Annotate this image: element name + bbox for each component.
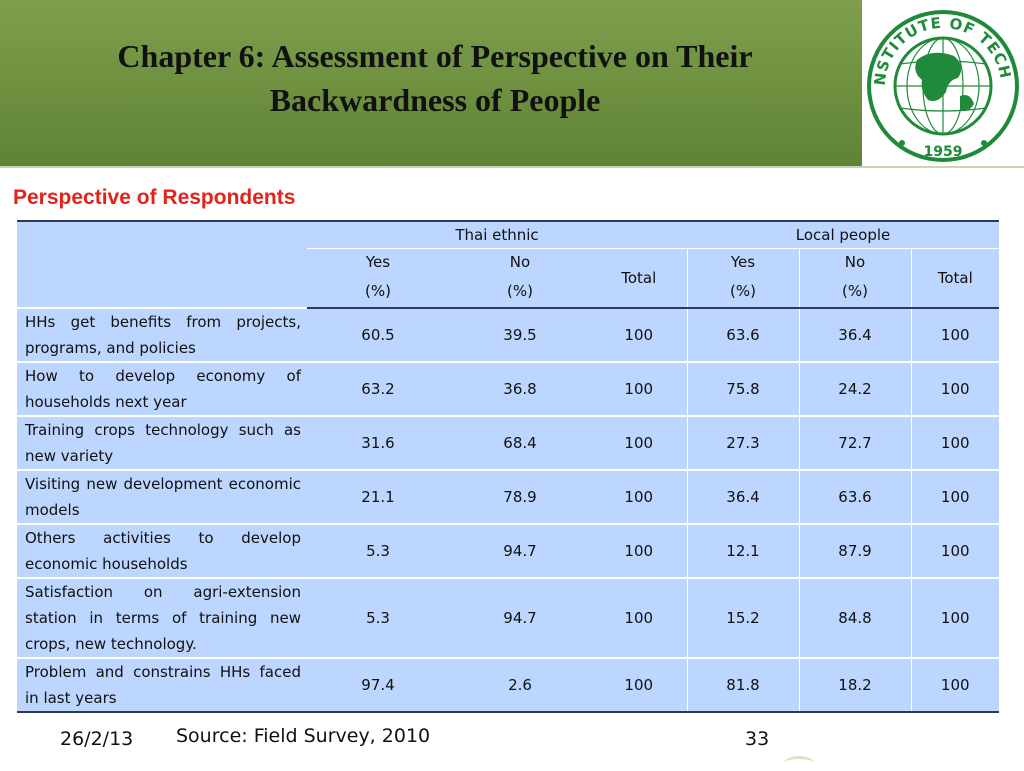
cell-thai-yes: 63.2 (307, 361, 449, 416)
table-row: Training crops technology such as new va… (17, 415, 999, 470)
cell-thai-yes: 5.3 (307, 577, 449, 658)
table-row: How to develop economy of households nex… (17, 361, 999, 416)
col-header-thai-yes: Yes (307, 248, 449, 275)
cell-thai-no: 36.8 (449, 361, 591, 416)
row-label: Others activities to develop economic ho… (17, 523, 307, 578)
cell-local-total: 100 (910, 415, 999, 470)
cell-thai-total: 100 (591, 307, 687, 362)
col-unit-thai-no: (%) (449, 275, 591, 309)
cell-local-no: 84.8 (798, 577, 911, 658)
cell-local-no: 63.6 (798, 469, 911, 524)
row-label: How to develop economy of households nex… (17, 361, 307, 416)
col-unit-thai-yes: (%) (307, 275, 449, 309)
slide-title-line1: Chapter 6: Assessment of Perspective on … (117, 38, 753, 74)
footer-source: Source: Field Survey, 2010 (176, 725, 431, 747)
cell-thai-yes: 5.3 (307, 523, 449, 578)
table-row: Problem and constrains HHs faced in last… (17, 657, 999, 713)
row-label: Satisfaction on agri-extension station i… (17, 577, 307, 658)
col-unit-local-yes: (%) (686, 275, 799, 309)
col-header-local-no: No (798, 248, 911, 275)
cell-thai-yes: 21.1 (307, 469, 449, 524)
cell-local-yes: 12.1 (686, 523, 799, 578)
row-label: Training crops technology such as new va… (17, 415, 307, 470)
decorative-swoosh (784, 756, 814, 771)
cell-thai-no: 68.4 (449, 415, 591, 470)
col-header-local-yes: Yes (686, 248, 799, 275)
col-header-thai-total: Total (591, 248, 687, 309)
cell-local-yes: 36.4 (686, 469, 799, 524)
perspective-table: Thai ethnic Local people Yes No Total Ye… (17, 220, 999, 713)
cell-local-total: 100 (910, 307, 999, 362)
cell-thai-total: 100 (591, 361, 687, 416)
group-header-local: Local people (687, 220, 999, 249)
slide-title: Chapter 6: Assessment of Perspective on … (20, 34, 850, 122)
cell-local-no: 24.2 (798, 361, 911, 416)
section-subtitle: Perspective of Respondents (13, 186, 296, 209)
cell-local-total: 100 (910, 657, 999, 713)
cell-thai-no: 94.7 (449, 523, 591, 578)
cell-thai-no: 78.9 (449, 469, 591, 524)
table-row: HHs get benefits from projects, programs… (17, 307, 999, 362)
cell-thai-yes: 31.6 (307, 415, 449, 470)
cell-local-yes: 27.3 (686, 415, 799, 470)
cell-local-yes: 63.6 (686, 307, 799, 362)
cell-thai-total: 100 (591, 577, 687, 658)
cell-local-total: 100 (910, 577, 999, 658)
cell-local-no: 87.9 (798, 523, 911, 578)
cell-local-no: 72.7 (798, 415, 911, 470)
table-corner-cell (17, 220, 307, 308)
table-row: Satisfaction on agri-extension station i… (17, 577, 999, 658)
logo-year: 1959 (924, 144, 963, 160)
cell-thai-total: 100 (591, 657, 687, 713)
cell-thai-total: 100 (591, 523, 687, 578)
cell-thai-no: 39.5 (449, 307, 591, 362)
cell-local-total: 100 (910, 523, 999, 578)
row-label: Visiting new development economic models (17, 469, 307, 524)
institute-logo: ASIAN INSTITUTE OF TECHNOLOGY 1959 (855, 0, 1024, 166)
row-label: Problem and constrains HHs faced in last… (17, 657, 307, 713)
table-row: Others activities to develop economic ho… (17, 523, 999, 578)
cell-local-yes: 81.8 (686, 657, 799, 713)
row-label: HHs get benefits from projects, programs… (17, 307, 307, 362)
page-number: 33 (745, 728, 770, 750)
cell-thai-no: 2.6 (449, 657, 591, 713)
footer-date: 26/2/13 (60, 728, 134, 750)
ait-seal-icon: ASIAN INSTITUTE OF TECHNOLOGY 1959 (855, 0, 1019, 162)
cell-thai-yes: 60.5 (307, 307, 449, 362)
cell-thai-no: 94.7 (449, 577, 591, 658)
col-header-local-total: Total (910, 248, 999, 309)
table-row: Visiting new development economic models… (17, 469, 999, 524)
cell-local-no: 18.2 (798, 657, 911, 713)
cell-local-no: 36.4 (798, 307, 911, 362)
cell-local-total: 100 (910, 469, 999, 524)
cell-thai-total: 100 (591, 415, 687, 470)
slide-header: Chapter 6: Assessment of Perspective on … (0, 0, 862, 166)
cell-local-total: 100 (910, 361, 999, 416)
col-unit-local-no: (%) (798, 275, 911, 309)
cell-thai-yes: 97.4 (307, 657, 449, 713)
cell-local-yes: 15.2 (686, 577, 799, 658)
cell-local-yes: 75.8 (686, 361, 799, 416)
group-header-thai: Thai ethnic (307, 220, 687, 249)
header-divider (0, 166, 1024, 168)
cell-thai-total: 100 (591, 469, 687, 524)
slide-title-line2: Backwardness of People (269, 82, 601, 118)
col-header-thai-no: No (449, 248, 591, 275)
